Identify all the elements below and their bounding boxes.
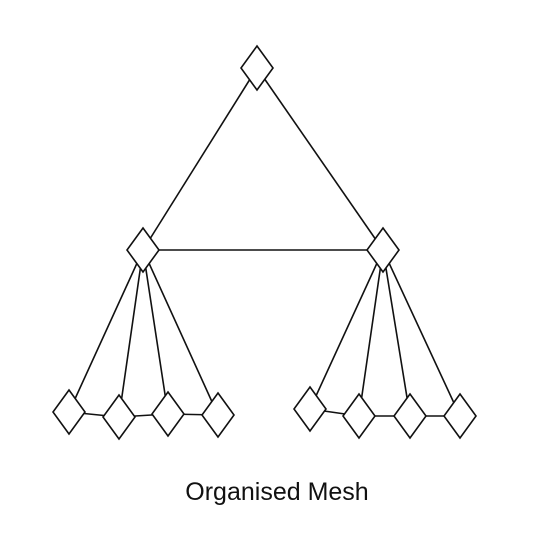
node-r4 <box>443 392 477 440</box>
edge-right-r2 <box>358 249 384 417</box>
edge-right-r4 <box>382 249 461 417</box>
node-r1 <box>293 385 327 433</box>
node-r2 <box>342 392 376 440</box>
edge-left-l3 <box>142 249 169 415</box>
edges <box>68 67 461 418</box>
node-left <box>126 226 160 274</box>
edge-top-right <box>256 67 384 251</box>
node-l4 <box>201 391 235 439</box>
node-right <box>366 226 400 274</box>
node-l2 <box>102 393 136 441</box>
nodes <box>52 44 477 441</box>
node-r3 <box>393 392 427 440</box>
edge-left-l1 <box>68 249 144 413</box>
edge-left-l4 <box>142 249 219 416</box>
node-l1 <box>52 388 86 436</box>
edge-left-l2 <box>118 249 144 418</box>
edge-right-r3 <box>382 249 411 417</box>
edge-top-left <box>142 67 258 251</box>
node-l3 <box>151 390 185 438</box>
diagram-caption: Organised Mesh <box>185 478 369 506</box>
edge-right-r1 <box>309 249 384 410</box>
node-top <box>240 44 274 92</box>
